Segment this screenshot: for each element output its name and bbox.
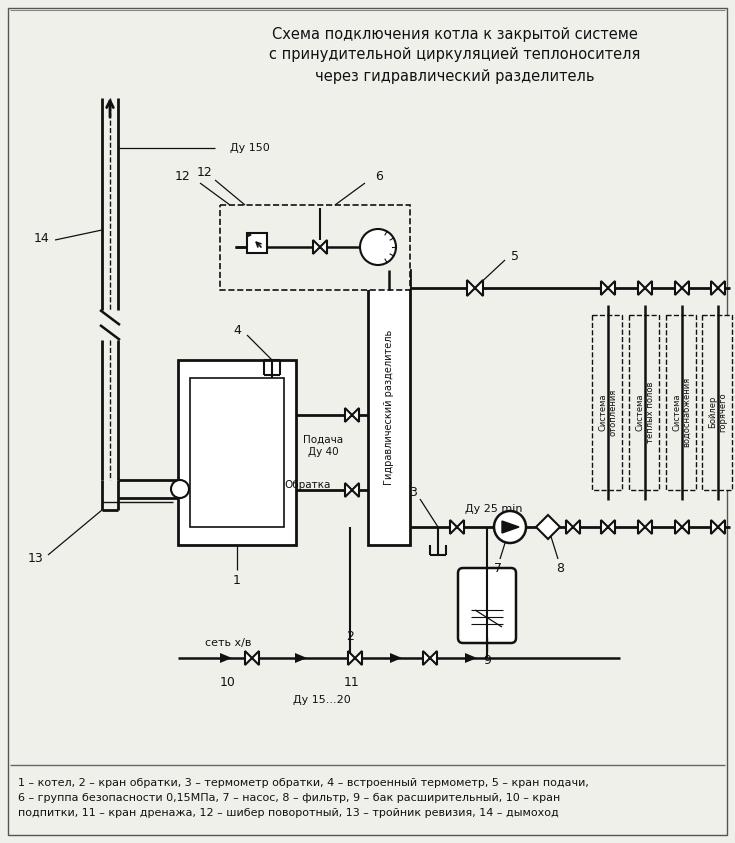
Text: Гидравлический разделитель: Гидравлический разделитель [384,330,394,485]
Polygon shape [345,483,352,497]
Text: сеть х/в: сеть х/в [205,638,251,648]
Polygon shape [245,651,252,665]
Bar [592,315,622,490]
Polygon shape [475,280,483,296]
Text: Ду 15...20: Ду 15...20 [293,695,351,705]
Text: 14: 14 [34,232,50,244]
Polygon shape [675,520,682,534]
Text: 12: 12 [174,170,190,184]
Polygon shape [465,653,477,663]
Polygon shape [536,515,560,539]
Polygon shape [711,520,718,534]
Text: Схема подключения котла к закрытой системе
с принудительной циркуляцией теплонос: Схема подключения котла к закрытой систе… [269,26,641,83]
Polygon shape [601,281,608,295]
Text: 12: 12 [197,167,213,180]
Polygon shape [608,281,615,295]
Text: 6: 6 [375,170,383,184]
Bar [178,360,296,545]
Polygon shape [566,520,573,534]
Polygon shape [601,520,608,534]
Polygon shape [467,280,475,296]
Text: 3: 3 [409,486,417,498]
Polygon shape [430,651,437,665]
Bar [220,205,410,290]
Circle shape [494,511,526,543]
Polygon shape [573,520,580,534]
Polygon shape [645,281,652,295]
Text: Ду 25 min: Ду 25 min [465,504,523,514]
Polygon shape [352,483,359,497]
Polygon shape [352,408,359,422]
Polygon shape [645,520,652,534]
Text: 1 – котел, 2 – кран обратки, 3 – термометр обратки, 4 – встроенный термометр, 5 : 1 – котел, 2 – кран обратки, 3 – термоме… [18,778,589,818]
Text: 4: 4 [233,324,241,336]
Polygon shape [390,653,402,663]
Text: Система
водоснабжения: Система водоснабжения [673,377,692,447]
Bar [629,315,659,490]
Text: Система
отопления: Система отопления [598,389,617,436]
Bar [702,315,732,490]
Text: 7: 7 [494,562,502,576]
Polygon shape [457,520,464,534]
Bar [190,378,284,527]
Text: 1: 1 [233,573,241,587]
Polygon shape [502,521,519,533]
Polygon shape [220,653,232,663]
Polygon shape [682,520,689,534]
Text: 10: 10 [220,676,236,690]
Polygon shape [313,240,320,254]
Text: 2: 2 [346,630,354,642]
Polygon shape [608,520,615,534]
Text: Обратка: Обратка [284,480,331,490]
Text: Ду 150: Ду 150 [230,143,270,153]
Bar [368,270,410,545]
Polygon shape [423,651,430,665]
Polygon shape [355,651,362,665]
Text: 5: 5 [511,250,519,262]
Text: 8: 8 [556,562,564,576]
Text: Подача
Ду 40: Подача Ду 40 [303,435,343,457]
FancyBboxPatch shape [458,568,516,643]
Polygon shape [320,240,327,254]
Text: 11: 11 [344,676,360,690]
Polygon shape [718,520,725,534]
Polygon shape [682,281,689,295]
Bar [247,233,267,253]
Text: Бойлер
горячего: Бойлер горячего [709,392,728,432]
Polygon shape [638,281,645,295]
Circle shape [360,229,396,265]
Text: 9: 9 [483,654,491,668]
Polygon shape [295,653,307,663]
Text: Система
теплых полов: Система теплых полов [635,381,655,443]
Polygon shape [450,520,457,534]
Polygon shape [718,281,725,295]
Polygon shape [711,281,718,295]
Polygon shape [348,651,355,665]
Polygon shape [675,281,682,295]
Polygon shape [345,408,352,422]
Polygon shape [252,651,259,665]
Bar [666,315,696,490]
Text: 13: 13 [28,551,44,565]
Circle shape [171,480,189,498]
Polygon shape [638,520,645,534]
